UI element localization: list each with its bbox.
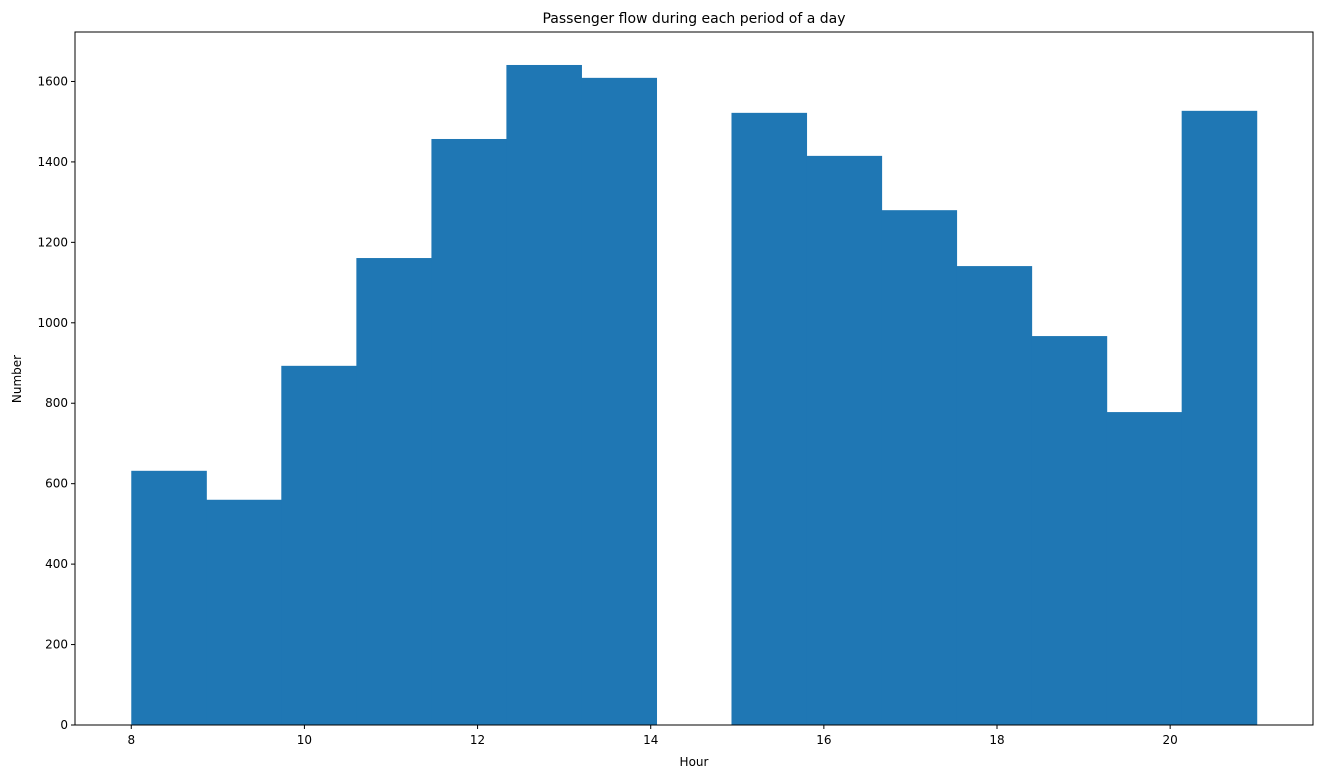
x-tick-label: 14 <box>643 733 658 747</box>
y-tick-label: 400 <box>45 557 68 571</box>
histogram-bar <box>581 77 658 725</box>
histogram-bar <box>956 266 1033 725</box>
histogram-bar <box>206 499 282 725</box>
histogram-bar <box>806 155 883 726</box>
plot-frame <box>74 31 1314 726</box>
y-tick-label: 1400 <box>37 155 68 169</box>
y-tick-label: 1200 <box>37 235 68 249</box>
x-tick-label: 16 <box>816 733 831 747</box>
histogram-bar <box>1031 336 1108 725</box>
x-tick-label: 10 <box>297 733 312 747</box>
y-axis-ticks: 0 200 400 600 800 1000 1200 1400 1600 <box>37 74 75 732</box>
y-tick-label: 1600 <box>37 74 68 88</box>
x-tick-label: 18 <box>989 733 1004 747</box>
x-axis-label: Hour <box>680 755 709 769</box>
histogram-bar <box>731 112 808 725</box>
histogram-bar <box>881 210 958 726</box>
histogram-bar <box>281 365 357 725</box>
chart-title: Passenger flow during each period of a d… <box>542 11 845 27</box>
bars-group <box>131 64 1258 726</box>
histogram-bar <box>506 64 582 726</box>
y-tick-label: 1000 <box>37 316 68 330</box>
histogram-bar <box>356 258 432 725</box>
y-tick-label: 0 <box>60 718 68 732</box>
y-tick-label: 600 <box>45 477 68 491</box>
x-axis-ticks: 8 10 12 14 16 18 20 <box>127 725 1178 747</box>
histogram-bar <box>431 138 507 726</box>
x-tick-label: 20 <box>1163 733 1178 747</box>
y-tick-label: 800 <box>45 396 68 410</box>
x-tick-label: 8 <box>127 733 135 747</box>
histogram-bar <box>131 470 207 725</box>
y-axis-label: Number <box>10 355 24 403</box>
x-tick-label: 12 <box>470 733 485 747</box>
histogram-bar <box>1181 110 1258 725</box>
histogram-bar <box>1106 412 1183 725</box>
y-tick-label: 200 <box>45 638 68 652</box>
